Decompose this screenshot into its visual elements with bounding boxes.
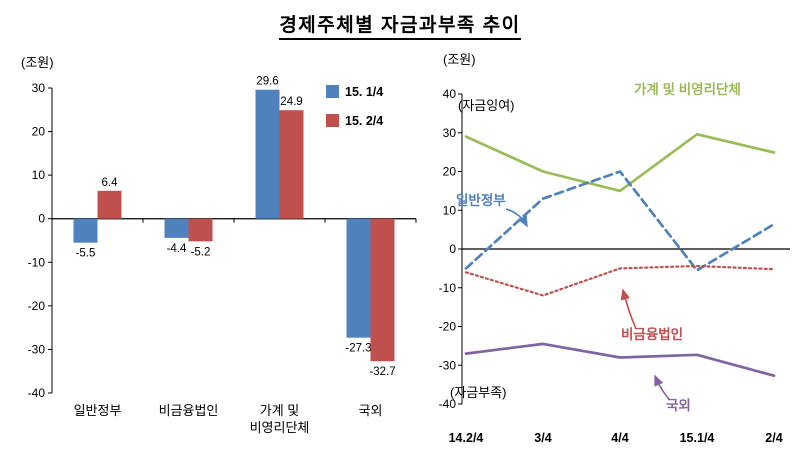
bar-value-label: -32.7	[369, 366, 395, 378]
bar	[346, 218, 371, 338]
bar-value-label: -5.5	[76, 248, 96, 260]
line-chart-right-panel: (조원) 40 30 20 10 0 -10 -20 -30 -40 14.2/4 3/4 4/4 15.…	[439, 52, 790, 445]
left-category-label: 비영리단체	[250, 420, 310, 435]
left-y-tick-label: 0	[38, 212, 45, 226]
left-category-label: 일반정부	[74, 403, 122, 418]
left-unit-label: (조원)	[21, 55, 54, 70]
series-line	[464, 264, 776, 297]
bar-value-label: 24.9	[280, 96, 302, 108]
right-x-label: 4/4	[611, 431, 628, 445]
left-category-label: 비금융법인	[159, 403, 219, 418]
bar-value-label: 29.6	[256, 76, 278, 88]
series-label: 국외	[666, 397, 691, 413]
right-y-tick-label: -20	[439, 320, 457, 334]
arrow-nonfinancial-corp	[620, 288, 637, 330]
series-line	[464, 342, 776, 378]
legend-swatch	[326, 114, 339, 127]
right-y-tick-label: 0	[449, 242, 456, 256]
arrow-general-government	[505, 208, 528, 228]
chart-title: 경제주체별 자금과부족 추이	[0, 10, 800, 40]
left-y-tick-label: 30	[32, 81, 46, 95]
annotation-surplus: (자금잉여)	[458, 98, 515, 113]
bar	[73, 218, 98, 243]
bar	[188, 218, 213, 242]
bar	[255, 89, 280, 219]
right-y-tick-label: 40	[443, 87, 457, 101]
legend-label: 15. 1/4	[345, 85, 383, 99]
series-label: 비금융법인	[621, 326, 683, 342]
legend-label: 15. 2/4	[345, 114, 383, 128]
right-x-label: 3/4	[534, 431, 551, 445]
arrow-rest-of-world	[654, 374, 670, 400]
bar-chart-left-panel: (조원) 30 20 10 0 -10 -20 -30 -40 -5.5 6.4 일반정부 -4.4 -5…	[21, 55, 417, 435]
bar-value-label: 6.4	[102, 177, 119, 189]
left-category-label: 가계 및	[260, 403, 300, 418]
series-line	[464, 132, 776, 193]
left-y-tick-label: -40	[28, 386, 46, 400]
series-label: 가계 및 비영리단체	[634, 81, 741, 97]
right-y-tick-label: 20	[443, 165, 457, 179]
legend-swatch	[326, 85, 339, 98]
bar	[370, 218, 395, 362]
bar-value-label: -5.2	[191, 246, 211, 258]
left-category-label: 국외	[359, 403, 383, 418]
left-y-tick-label: 10	[32, 168, 46, 182]
right-y-tick-label: -10	[439, 281, 457, 295]
chart-title-text: 경제주체별 자금과부족 추이	[279, 15, 521, 40]
left-y-tick-label: -10	[28, 255, 46, 269]
annotation-deficit: (자금부족)	[450, 385, 507, 400]
right-x-label: 14.2/4	[449, 431, 484, 445]
bar	[164, 218, 189, 238]
left-y-tick-label: -30	[28, 342, 46, 356]
series-line	[464, 170, 776, 272]
right-y-tick-label: -40	[439, 397, 457, 411]
right-y-tick-label: 10	[443, 203, 457, 217]
bar-value-label: -27.3	[345, 343, 371, 355]
series-label: 일반정부	[456, 192, 506, 208]
right-y-tick-label: -30	[439, 358, 457, 372]
left-y-tick-label: 20	[32, 125, 46, 139]
right-y-tick-label: 30	[443, 126, 457, 140]
right-unit-label: (조원)	[443, 52, 476, 67]
bar	[97, 190, 122, 219]
left-y-tick-label: -20	[28, 299, 46, 313]
right-x-label: 15.1/4	[680, 431, 715, 445]
bar	[279, 110, 304, 219]
right-x-label: 2/4	[765, 431, 782, 445]
bar-value-label: -4.4	[167, 243, 187, 255]
